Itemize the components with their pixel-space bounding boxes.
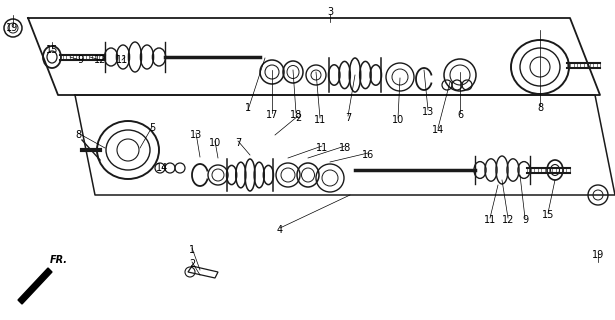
- Text: 9: 9: [522, 215, 528, 225]
- Text: 7: 7: [235, 138, 241, 148]
- Text: 6: 6: [457, 110, 463, 120]
- Text: 18: 18: [339, 143, 351, 153]
- Polygon shape: [18, 268, 52, 304]
- Text: 17: 17: [266, 110, 278, 120]
- Text: 3: 3: [327, 7, 333, 17]
- Text: 1: 1: [189, 245, 195, 255]
- Text: 19: 19: [6, 23, 18, 33]
- Text: 8: 8: [75, 130, 81, 140]
- Text: 10: 10: [209, 138, 221, 148]
- Text: 13: 13: [190, 130, 202, 140]
- Text: 8: 8: [537, 103, 543, 113]
- Text: 11: 11: [314, 115, 326, 125]
- Text: 18: 18: [290, 110, 302, 120]
- Text: 10: 10: [392, 115, 404, 125]
- Text: 16: 16: [362, 150, 374, 160]
- Text: 11: 11: [484, 215, 496, 225]
- Text: 15: 15: [46, 45, 58, 55]
- Text: 13: 13: [422, 107, 434, 117]
- Text: 14: 14: [432, 125, 444, 135]
- Text: 12: 12: [502, 215, 514, 225]
- Text: 7: 7: [345, 113, 351, 123]
- Text: 9: 9: [77, 55, 83, 65]
- Text: 15: 15: [542, 210, 554, 220]
- Text: 4: 4: [277, 225, 283, 235]
- Text: FR.: FR.: [50, 255, 68, 265]
- Text: 19: 19: [592, 250, 604, 260]
- Text: 2: 2: [189, 259, 195, 269]
- Text: 12: 12: [94, 55, 106, 65]
- Text: 14: 14: [156, 163, 168, 173]
- Text: 11: 11: [116, 55, 128, 65]
- Text: 11: 11: [316, 143, 328, 153]
- Text: 5: 5: [149, 123, 155, 133]
- Text: 2: 2: [295, 113, 301, 123]
- Text: 1: 1: [245, 103, 251, 113]
